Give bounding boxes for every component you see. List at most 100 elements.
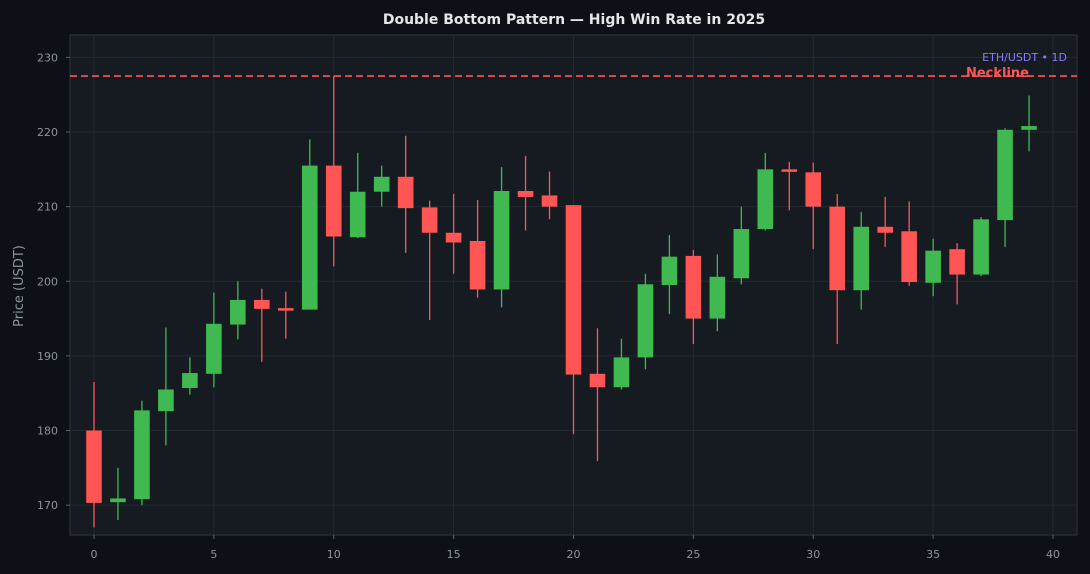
candle-bearish [949,243,965,305]
candle-body [301,165,318,310]
candle-body [829,206,846,291]
x-axis: 0 5 10 15 20 25 30 35 40 [90,535,1060,561]
candle-bearish [445,193,462,274]
candle-body [158,389,174,412]
candle-bullish [349,152,366,238]
candle-body [733,229,750,279]
candle-bullish [853,211,870,310]
x-tick-label: 15 [447,548,461,561]
candle-bearish [685,249,702,344]
candle-bullish [158,327,174,446]
candles [86,76,1037,528]
symbol-label: ETH/USDT • 1D [982,51,1067,64]
y-tick-label: 180 [37,425,58,438]
candle-bullish [637,273,654,370]
y-tick-label: 190 [37,350,58,363]
candle-body [445,232,462,243]
candle-bullish [373,165,390,207]
candle-bearish [517,155,534,231]
candle-body [373,176,390,192]
candle-bearish [254,288,270,362]
candle-body [541,195,558,207]
candle-bullish [997,128,1013,247]
y-axis: 170 180 190 200 210 220 230 [37,51,70,512]
y-tick-label: 230 [37,51,58,64]
candle-body [1021,126,1037,130]
y-tick-label: 220 [37,126,58,139]
candle-bullish [493,167,510,308]
candle-body [134,410,150,500]
candle-bearish [277,291,294,339]
candle-body [709,276,726,319]
candle-bullish [1021,95,1037,152]
candle-body [637,284,654,358]
candle-body [805,172,822,207]
y-tick-label: 210 [37,201,58,214]
candle-body [397,176,414,209]
candle-bearish [901,201,917,286]
candle-bearish [781,161,798,211]
x-tick-label: 20 [567,548,581,561]
y-tick-label: 200 [37,275,58,288]
neckline-label: Neckline [966,66,1029,81]
candle-body [853,226,870,291]
candle-bearish [397,135,414,253]
candle-bearish [829,193,846,344]
candle-body [877,226,893,233]
candle-bearish [421,200,438,321]
candle-body [493,190,510,290]
candle-body [565,205,582,375]
candle-bullish [301,139,318,310]
candle-body [206,323,222,374]
x-tick-label: 25 [686,548,700,561]
candle-body [781,169,798,172]
candle-body [421,207,438,233]
candle-bearish [589,328,606,462]
candle-bullish [110,467,126,521]
candle-body [325,165,342,237]
candle-body [997,129,1013,221]
candle-body [925,250,941,283]
candle-body [349,191,366,238]
candle-bullish [973,217,989,277]
chart-title: Double Bottom Pattern — High Win Rate in… [383,12,765,28]
candle-bullish [613,338,630,390]
candle-body [589,373,606,388]
candle-body [230,299,246,325]
candle-body [613,357,630,388]
candle-body [661,256,678,285]
candle-bearish [325,76,342,267]
candle-bearish [565,205,582,435]
x-tick-label: 30 [806,548,820,561]
candle-body [182,373,198,388]
candle-bearish [469,199,486,298]
x-tick-label: 5 [210,548,217,561]
candle-body [973,219,989,275]
x-tick-label: 10 [327,548,341,561]
candle-bullish [733,206,750,285]
candle-body [86,430,102,503]
candle-body [469,240,486,290]
candle-bullish [134,400,150,506]
x-tick-label: 0 [90,548,97,561]
candle-body [949,249,965,275]
candle-bullish [206,292,222,388]
candle-body [685,255,702,319]
candle-body [901,231,917,283]
candle-bullish [925,238,941,297]
candle-bearish [541,171,558,220]
y-axis-label: Price (USDT) [12,245,27,327]
candle-bullish [230,281,246,340]
candle-bullish [182,357,198,395]
candle-bullish [661,235,678,315]
y-tick-label: 170 [37,499,58,512]
x-tick-label: 35 [926,548,940,561]
candle-body [277,308,294,311]
candle-bearish [86,382,102,528]
candle-body [517,190,534,197]
candle-body [254,299,270,309]
candle-bullish [709,254,726,332]
candle-body [110,498,126,503]
candle-bearish [877,196,893,247]
